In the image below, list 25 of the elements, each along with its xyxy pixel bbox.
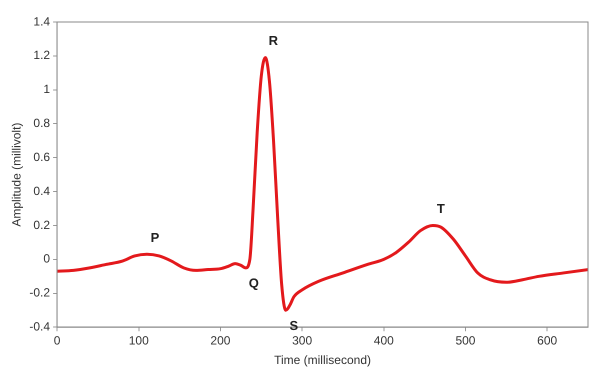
x-tick-label: 400 xyxy=(374,334,394,348)
y-tick-label: -0.2 xyxy=(29,286,50,300)
x-tick-label: 600 xyxy=(537,334,558,348)
y-tick-label: 0.2 xyxy=(33,218,50,232)
line-series xyxy=(57,56,588,312)
annotation: P xyxy=(150,230,160,245)
y-tick-label: 1.4 xyxy=(33,14,50,28)
y-tick-label: 0.6 xyxy=(33,150,50,164)
y-tick-label: 1 xyxy=(43,82,50,96)
y-axis-title: Amplitude (millivolt) xyxy=(10,122,24,227)
annotation: S xyxy=(289,318,298,333)
y-tick-label: 0.8 xyxy=(33,116,50,130)
x-tick-label: 300 xyxy=(292,334,312,348)
y-tick-label: 0.4 xyxy=(33,184,50,198)
x-tick-label: 0 xyxy=(54,334,61,348)
annotation: R xyxy=(268,33,279,48)
annotation: T xyxy=(436,201,445,216)
x-tick-label: 200 xyxy=(210,334,231,348)
y-tick-label: -0.4 xyxy=(29,320,50,334)
x-tick-label: 500 xyxy=(455,334,476,348)
x-axis-title: Time (millisecond) xyxy=(274,353,371,368)
x-tick-label: 100 xyxy=(128,334,150,348)
annotation: Q xyxy=(248,275,259,290)
y-tick-label: 0 xyxy=(43,252,50,266)
y-tick-label: 1.2 xyxy=(33,48,50,62)
